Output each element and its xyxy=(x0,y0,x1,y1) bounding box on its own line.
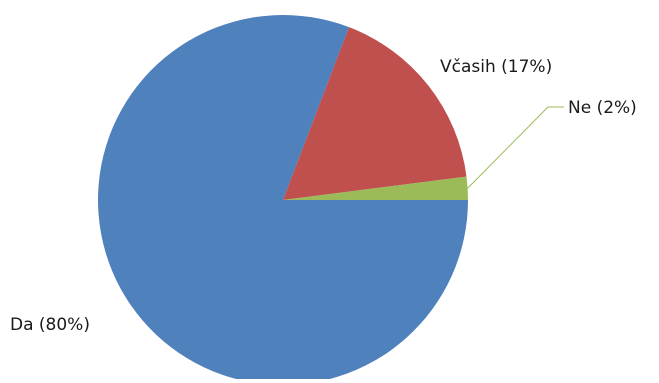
pie-slices xyxy=(98,15,468,383)
slice-label-vcasih: Včasih (17%) xyxy=(440,57,552,77)
slice-label-da: Da (80%) xyxy=(10,315,90,335)
pie-slice-da xyxy=(98,15,468,383)
pie-slice-vcasih xyxy=(283,27,467,200)
slice-label-ne: Ne (2%) xyxy=(568,98,637,118)
pie-slice-ne xyxy=(283,176,468,200)
slice-labels: Da (80%) Včasih (17%) Ne (2%) xyxy=(10,57,637,335)
leader-line-ne xyxy=(467,106,564,189)
